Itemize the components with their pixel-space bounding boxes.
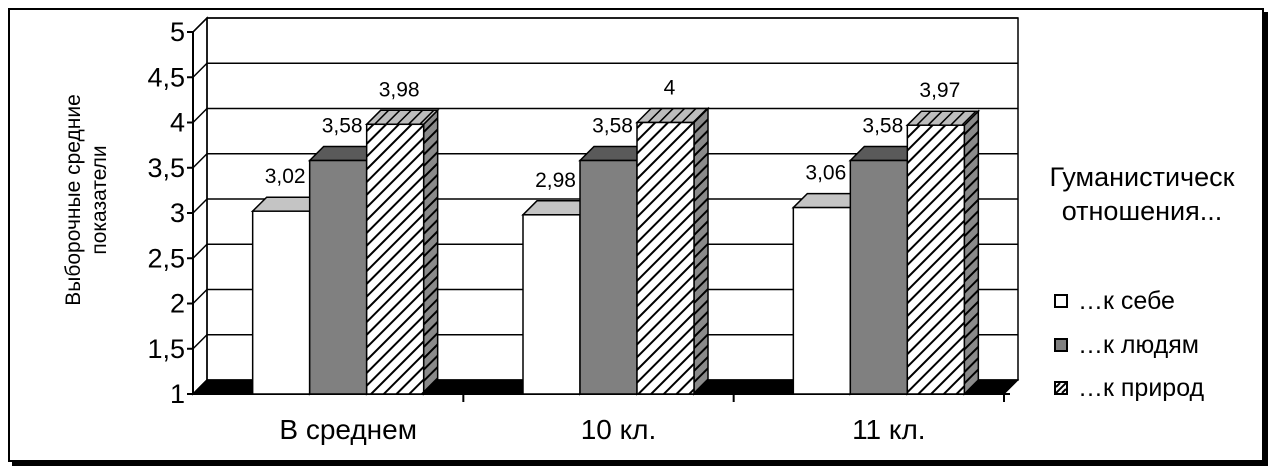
x-tick-label: 10 кл. (581, 414, 657, 445)
bar (522, 214, 581, 395)
legend-item-people: …к людям (1054, 330, 1199, 360)
y-tick-label: 5 (170, 17, 185, 47)
data-label: 3,58 (322, 115, 363, 138)
y-axis-title-line: показатели (88, 145, 111, 254)
gridline-side (192, 288, 208, 305)
legend-label-people: …к людям (1078, 330, 1199, 359)
legend-title: Гуманистическ отношения... (1014, 160, 1270, 228)
y-tick-label: 2 (170, 289, 185, 319)
y-axis-title: Выборочные средние показатели (62, 94, 111, 306)
data-label: 2,98 (535, 169, 576, 192)
gridline-side (192, 62, 208, 78)
legend-label-nature: …к природ (1078, 373, 1205, 402)
bar (849, 159, 909, 395)
legend-label-self: …к себе (1078, 286, 1175, 315)
y-tick-label: 1 (170, 379, 185, 409)
hatch-icon (1056, 383, 1066, 393)
y-tick-label: 4,5 (147, 62, 185, 92)
bar-side (422, 108, 439, 396)
data-label: 3,02 (265, 165, 306, 188)
data-label: 3,98 (379, 78, 420, 101)
data-labels: 3,02 3,58 3,98 2,98 3,58 4 3,06 3,58 3,97 (265, 77, 961, 192)
y-tick-label: 1,5 (147, 334, 185, 364)
legend-title-line-1: Гуманистическ (1049, 162, 1235, 192)
data-label: 3,58 (592, 115, 633, 138)
data-label: 3,97 (919, 79, 960, 102)
chart-frame (8, 8, 1264, 462)
bar (906, 124, 966, 395)
gridline-side (192, 107, 208, 124)
bar (365, 123, 425, 395)
bar (579, 159, 638, 395)
bar (251, 210, 311, 395)
x-tick-label: В среднем (279, 414, 417, 445)
legend-swatch-white (1054, 294, 1068, 308)
y-axis-title-line: Выборочные средние (62, 94, 85, 306)
bar (792, 206, 852, 395)
x-tick-label: 11 кл. (852, 414, 926, 445)
y-tick-label: 2,5 (147, 243, 185, 273)
legend-item-self: …к себе (1054, 286, 1175, 316)
bar (308, 159, 368, 395)
data-label: 3,58 (862, 115, 903, 138)
bar-side (693, 106, 709, 396)
data-label: 3,06 (805, 162, 846, 185)
legend-title-line-2: отношения... (1061, 196, 1223, 226)
y-tick-label: 3,5 (147, 153, 185, 183)
bar-side (963, 109, 980, 396)
gridline-side (192, 334, 208, 350)
legend-item-nature: …к природ (1054, 373, 1204, 403)
y-tick-label: 3 (170, 198, 185, 228)
gridline-side (192, 153, 208, 169)
legend-swatch-hatched (1054, 381, 1068, 395)
data-label: 4 (664, 77, 676, 100)
gridline-side (192, 243, 208, 259)
gridline-side (192, 198, 208, 214)
axes: 1 1,5 2 2,5 3 3,5 4 4,5 5 Выборочные средние показ… (62, 17, 1010, 445)
bar (636, 121, 695, 395)
y-tick-label: 4 (170, 108, 185, 138)
bars (250, 106, 981, 396)
legend-swatch-gray (1054, 338, 1068, 352)
